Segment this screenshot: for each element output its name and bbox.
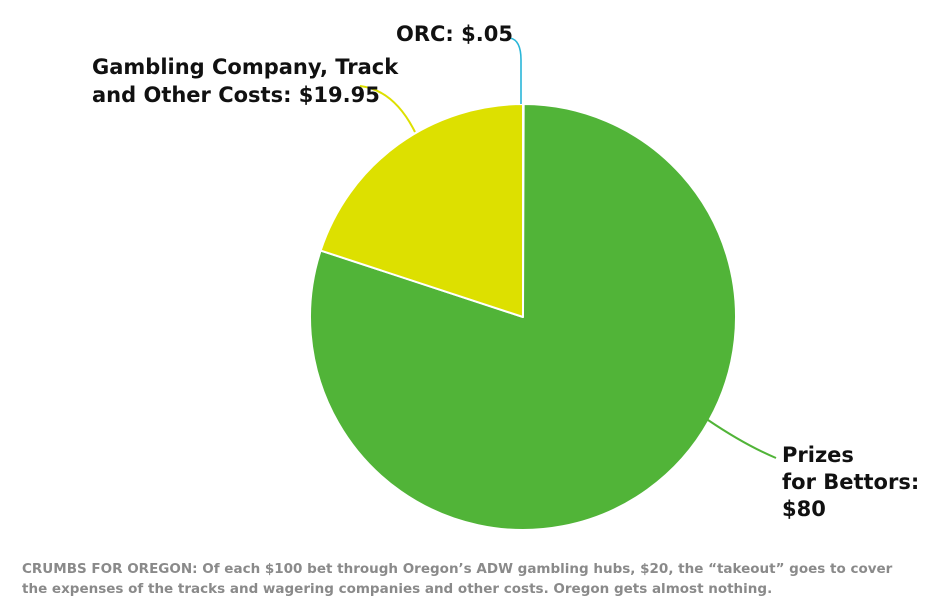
leader-line-prizes <box>707 419 777 459</box>
leader-line-gambling <box>359 85 416 133</box>
slice-label-gambling: Gambling Company, Track and Other Costs:… <box>92 55 406 107</box>
pie-chart: ORC: $.05 Gambling Company, Track and Ot… <box>92 22 927 531</box>
chart-caption: CRUMBS FOR OREGON: Of each $100 bet thro… <box>22 561 893 597</box>
slice-label-prizes: Prizes for Bettors: $80 <box>782 443 927 521</box>
pie-slice-gambling <box>319 103 524 318</box>
pie-slices <box>309 102 737 531</box>
slice-label-orc: ORC: $.05 <box>396 22 513 46</box>
leader-line-orc <box>509 37 522 104</box>
